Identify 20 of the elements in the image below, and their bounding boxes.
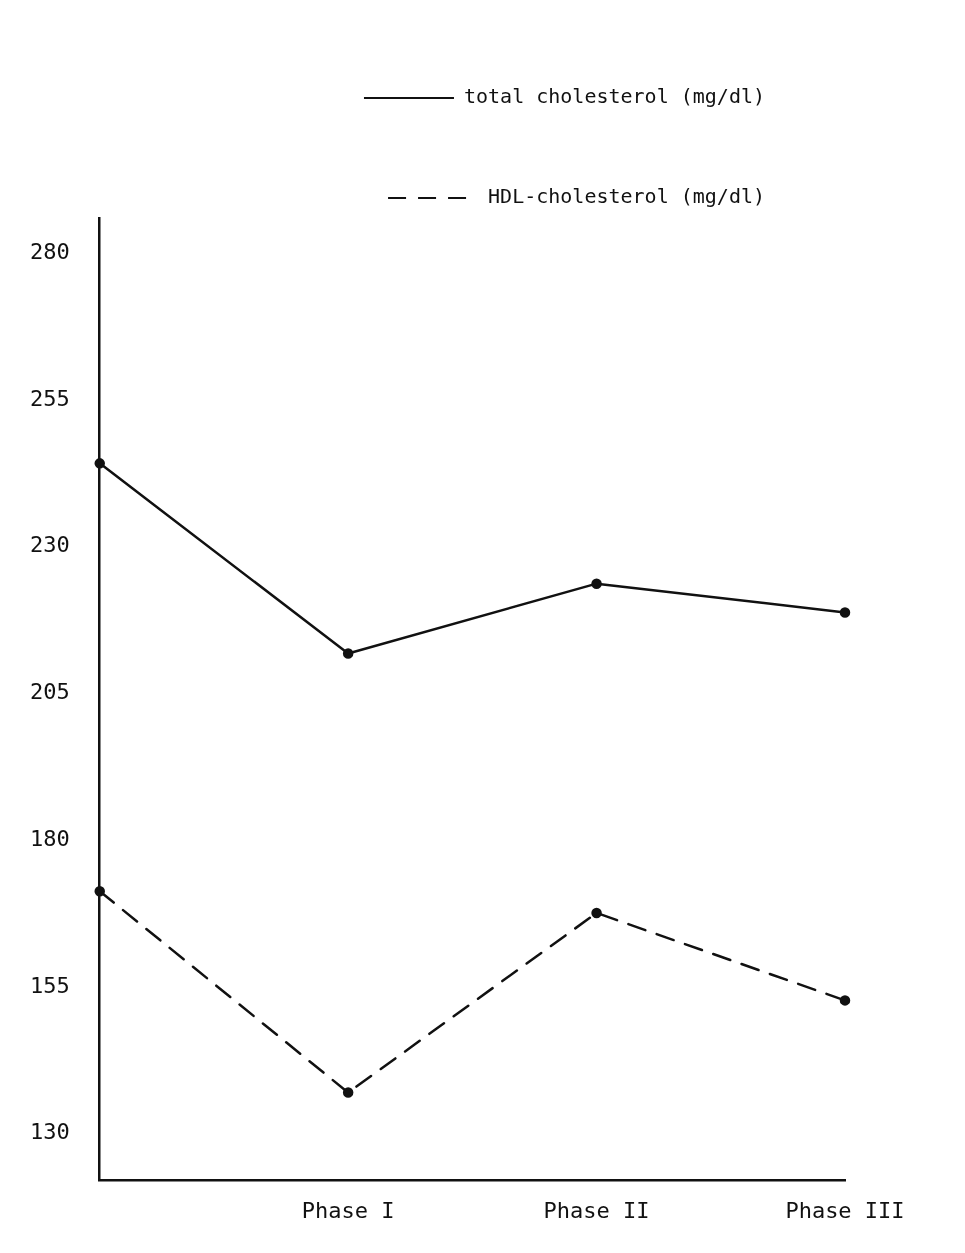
y-tick-label: 255: [29, 385, 70, 411]
y-tick-label: 180: [29, 825, 70, 851]
y-tick-label: 130: [29, 1119, 70, 1145]
point: [591, 907, 602, 919]
x-tick-label: Phase I: [301, 1197, 395, 1223]
point: [839, 607, 851, 618]
y-tick-label: 155: [29, 972, 70, 998]
y-tick-label: 280: [29, 238, 70, 264]
y-tick-label: 230: [29, 532, 70, 558]
point: [591, 578, 602, 589]
legend-label: total cholesterol (mg/dl): [463, 84, 766, 109]
point: [342, 1087, 354, 1098]
legend-label: HDL-cholesterol (mg/dl): [488, 184, 766, 209]
point: [94, 458, 105, 469]
point: [94, 885, 105, 897]
x-tick-label: Phase II: [543, 1197, 650, 1223]
point: [342, 648, 354, 659]
point: [839, 995, 851, 1006]
x-tick-label: Phase III: [785, 1197, 905, 1223]
y-tick-label: 205: [29, 679, 70, 705]
